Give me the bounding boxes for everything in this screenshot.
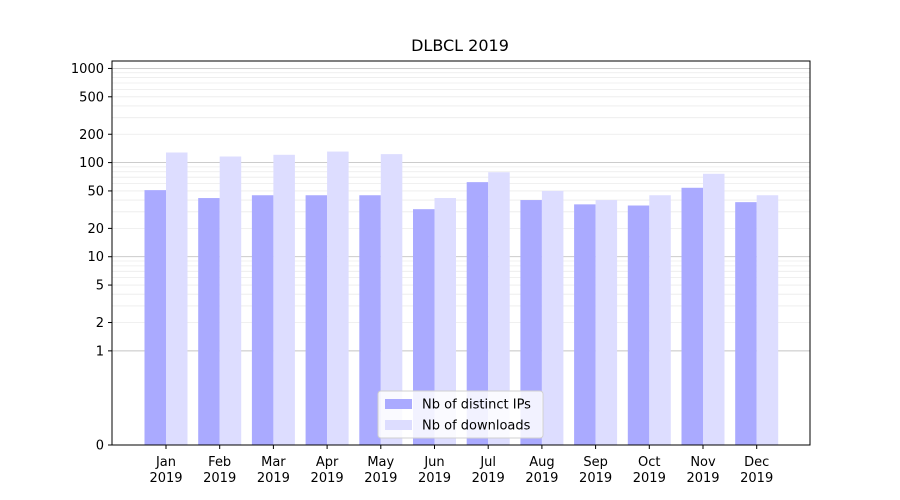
bar-distinct-ips	[305, 195, 328, 445]
bars	[144, 151, 779, 446]
y-tick-label: 1	[96, 344, 104, 359]
bar-downloads	[273, 154, 295, 446]
bar-downloads	[488, 172, 510, 445]
bar-distinct-ips	[735, 202, 757, 445]
x-tick-label: Nov 2019	[686, 455, 719, 486]
x-tick-label: Jun 2019	[418, 455, 451, 486]
x-tick-label: Mar 2019	[257, 455, 290, 486]
y-tick-label: 0	[96, 439, 104, 454]
bar-distinct-ips	[681, 187, 703, 445]
bar-distinct-ips	[627, 205, 650, 445]
bar-distinct-ips	[198, 198, 220, 445]
bar-distinct-ips	[574, 204, 596, 445]
bar-distinct-ips	[413, 209, 435, 445]
x-tick-label: Aug 2019	[525, 455, 558, 486]
bar-downloads	[541, 190, 564, 445]
legend-swatch	[385, 420, 412, 430]
y-tick-label: 5	[96, 279, 104, 294]
legend-label: Nb of downloads	[422, 419, 531, 434]
x-tick-label: Jan 2019	[149, 455, 182, 486]
x-axis: Jan 2019 Feb 2019 Mar 2019 Apr 2019 May 2019 Jun 20…	[149, 445, 773, 486]
bar-distinct-ips	[251, 195, 274, 445]
y-tick-label: 10	[87, 250, 104, 265]
plot-frame	[111, 60, 811, 446]
x-tick-label: Oct 2019	[633, 455, 666, 486]
x-tick-label: Jul 2019	[472, 455, 505, 486]
bar-downloads	[327, 151, 349, 445]
bar-distinct-ips	[520, 200, 542, 445]
x-tick-label: Apr 2019	[311, 455, 344, 486]
bar-downloads	[756, 195, 779, 445]
legend-box	[377, 390, 544, 439]
y-tick-label: 100	[79, 156, 104, 171]
chart-title: DLBCL 2019	[411, 36, 509, 55]
bar-downloads	[166, 152, 188, 445]
legend: Nb of distinct IPs Nb of downloads	[377, 390, 544, 439]
y-axis: 0 1 2 5 10 20 50 100 200 500 1000	[71, 62, 112, 454]
bar-downloads	[434, 198, 456, 445]
bar-downloads	[219, 156, 242, 446]
bar-distinct-ips	[466, 182, 489, 445]
y-tick-label: 200	[79, 128, 104, 143]
y-tick-label: 500	[79, 90, 104, 105]
y-tick-label: 50	[87, 184, 104, 199]
legend-label: Nb of distinct IPs	[422, 398, 531, 413]
bar-downloads	[649, 195, 671, 445]
bar-distinct-ips	[144, 190, 166, 445]
bar-downloads	[380, 154, 403, 446]
bar-downloads	[703, 173, 725, 445]
x-tick-label: Dec 2019	[740, 455, 773, 486]
bar-distinct-ips	[359, 195, 381, 445]
y-tick-label: 1000	[71, 62, 104, 77]
legend-swatch	[385, 399, 412, 409]
x-tick-label: May 2019	[364, 455, 397, 486]
x-tick-label: Sep 2019	[579, 455, 612, 486]
bar-downloads	[595, 200, 618, 445]
y-tick-label: 20	[87, 222, 104, 237]
x-tick-label: Feb 2019	[203, 455, 236, 486]
y-tick-label: 2	[96, 316, 104, 331]
